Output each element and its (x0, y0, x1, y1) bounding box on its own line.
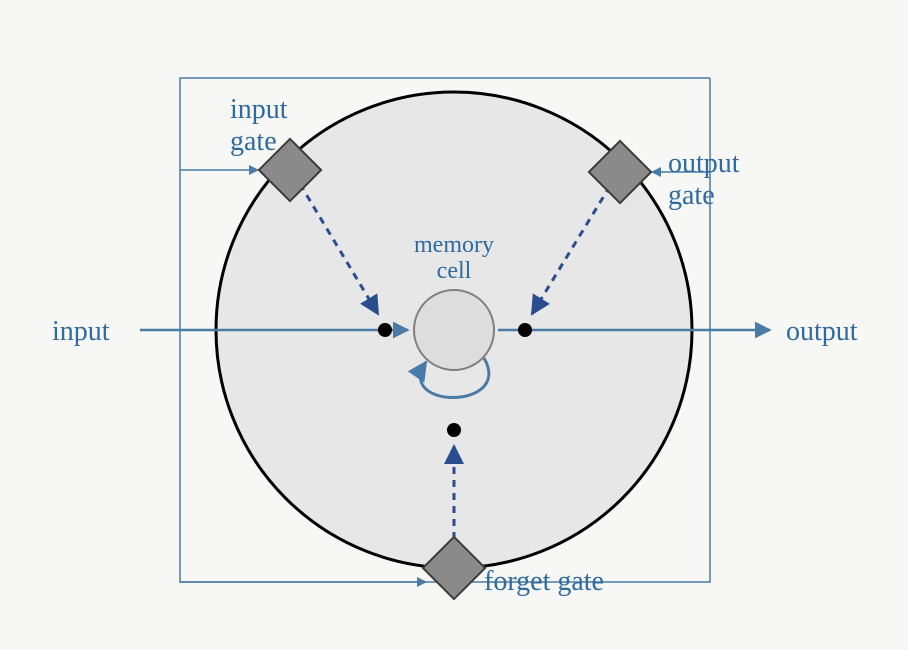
junction-dot-below (447, 423, 461, 437)
lstm-diagram: inputgateoutputgateforget gatememorycell… (0, 0, 908, 650)
junction-dot-right (518, 323, 532, 337)
junction-dot-left (378, 323, 392, 337)
label-memory-1: memory (414, 232, 494, 258)
label-output: output (786, 316, 858, 347)
label-input-gate-2: gate (230, 126, 277, 157)
label-output-gate-2: gate (668, 180, 715, 211)
label-output-gate-1: output (668, 148, 740, 179)
memory-cell-circle (414, 290, 494, 370)
label-input-gate-1: input (230, 94, 288, 125)
label-input: input (52, 316, 110, 347)
label-forget-gate: forget gate (484, 566, 604, 597)
label-memory-2: cell (437, 258, 472, 284)
